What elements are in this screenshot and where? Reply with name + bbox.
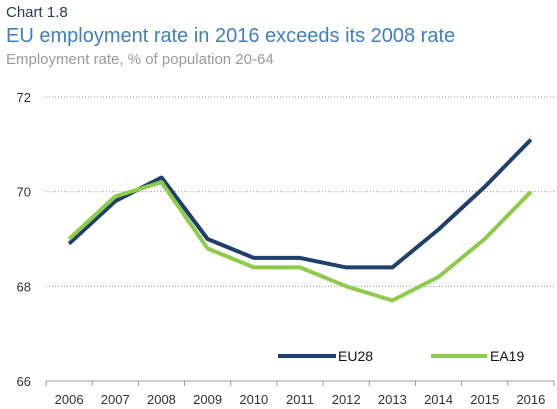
y-tick-label-68: 68: [17, 279, 31, 294]
x-tick-label-2012: 2012: [332, 392, 361, 407]
chart-subtitle: Employment rate, % of population 20-64: [6, 51, 274, 68]
x-tick-label-2015: 2015: [470, 392, 499, 407]
legend-label-ea19: EA19: [490, 348, 524, 364]
x-tick-label-2008: 2008: [147, 392, 176, 407]
x-tick-label-2013: 2013: [378, 392, 407, 407]
chart-header: Chart 1.8 EU employment rate in 2016 exc…: [6, 4, 455, 70]
y-tick-label-66: 66: [17, 374, 31, 389]
x-tick-label-2014: 2014: [424, 392, 453, 407]
x-tick-label-2009: 2009: [193, 392, 222, 407]
legend-label-eu28: EU28: [338, 348, 373, 364]
chart-number-label: Chart 1.8: [6, 4, 68, 21]
series-line-eu28: [67, 138, 533, 270]
x-tick-label-2010: 2010: [239, 392, 268, 407]
y-tick-label-70: 70: [17, 185, 31, 200]
x-tick-label-2011: 2011: [286, 392, 314, 407]
series-line-ea19: [67, 180, 533, 303]
x-tick-label-2016: 2016: [516, 392, 545, 407]
chart-title: EU employment rate in 2016 exceeds its 2…: [6, 25, 456, 47]
y-tick-label-72: 72: [17, 90, 31, 105]
x-tick-label-2007: 2007: [101, 392, 130, 407]
x-tick-label-2006: 2006: [55, 392, 84, 407]
